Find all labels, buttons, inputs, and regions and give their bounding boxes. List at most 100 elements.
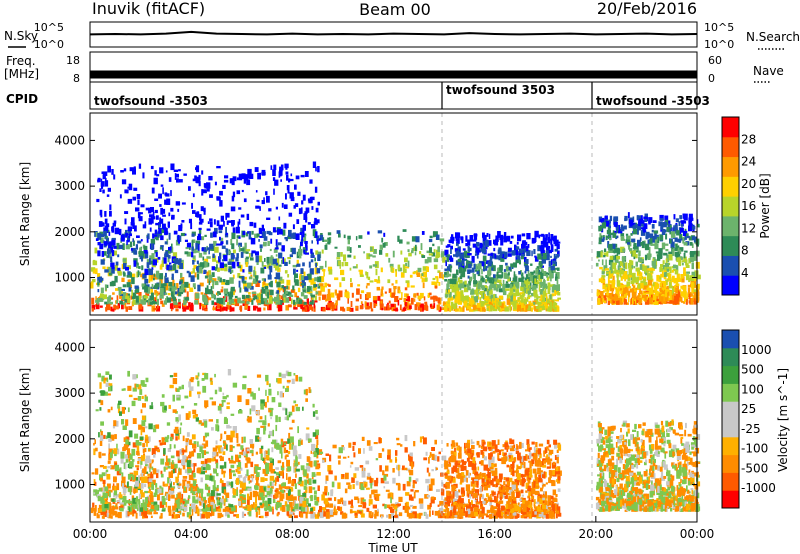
echo-cell (289, 511, 294, 516)
power-colorbar-tick: 28 (741, 132, 756, 146)
echo-cell (135, 207, 140, 212)
echo-cell (480, 243, 485, 250)
echo-cell (191, 233, 195, 237)
echo-cell (524, 308, 528, 312)
echo-cell (211, 279, 215, 283)
echo-cell (219, 236, 221, 241)
echo-cell (539, 264, 543, 268)
echo-cell (636, 276, 639, 281)
echo-cell (269, 248, 272, 252)
echo-cell (373, 300, 377, 304)
echo-cell (258, 387, 260, 391)
echo-cell (265, 191, 268, 196)
echo-cell (163, 448, 166, 455)
echo-cell (113, 304, 116, 311)
echo-cell (190, 377, 195, 380)
echo-cell (231, 195, 235, 202)
echo-cell (376, 279, 381, 284)
echo-cell (643, 230, 647, 233)
echo-cell (91, 508, 94, 511)
echo-cell (242, 477, 246, 484)
echo-cell (181, 384, 184, 390)
echo-cell (663, 290, 666, 296)
echo-cell (683, 252, 686, 259)
echo-cell (216, 243, 221, 246)
echo-cell (604, 215, 608, 220)
echo-cell (135, 244, 138, 250)
echo-cell (177, 259, 182, 265)
echo-cell (197, 284, 201, 292)
echo-cell (276, 513, 279, 517)
echo-cell (412, 511, 417, 515)
echo-cell (168, 254, 171, 259)
echo-cell (136, 295, 139, 303)
echo-cell (460, 290, 464, 297)
echo-cell (659, 266, 662, 273)
echo-cell (126, 240, 128, 245)
echo-cell (658, 248, 663, 255)
echo-cell (506, 235, 511, 242)
echo-cell (265, 389, 267, 396)
echo-cell (494, 281, 497, 285)
echo-cell (433, 264, 438, 270)
echo-cell (306, 306, 310, 312)
echo-cell (164, 292, 168, 295)
echo-cell (292, 496, 297, 501)
echo-cell (506, 298, 511, 305)
echo-cell (179, 281, 182, 285)
echo-cell (325, 502, 330, 508)
echo-cell (186, 242, 191, 248)
echo-cell (538, 260, 543, 265)
echo-cell (639, 272, 643, 277)
echo-cell (202, 189, 207, 194)
echo-cell (347, 290, 349, 298)
echo-cell (95, 296, 97, 301)
echo-cell (359, 270, 363, 275)
echo-cell (133, 250, 137, 255)
echo-cell (289, 254, 293, 258)
echo-cell (448, 273, 452, 277)
echo-cell (423, 437, 427, 445)
echo-cell (274, 296, 278, 303)
echo-cell (109, 297, 114, 300)
echo-cell (495, 235, 499, 242)
echo-cell (440, 307, 445, 310)
echo-cell (278, 228, 283, 235)
echo-cell (261, 200, 265, 205)
echo-cell (232, 227, 236, 233)
echo-cell (257, 307, 262, 312)
echo-cell (182, 465, 186, 470)
echo-cell (197, 236, 202, 241)
echo-cell (392, 477, 396, 484)
echo-cell (658, 279, 662, 283)
echo-cell (154, 198, 159, 201)
echo-cell (527, 295, 532, 298)
echo-cell (287, 257, 292, 260)
echo-cell (455, 281, 458, 287)
echo-cell (198, 228, 202, 235)
echo-cell (227, 514, 230, 518)
echo-cell (665, 272, 670, 277)
echo-cell (111, 226, 115, 233)
echo-cell (168, 281, 173, 287)
echo-cell (250, 238, 256, 245)
echo-cell (221, 483, 226, 490)
echo-cell (336, 230, 341, 234)
echo-cell (665, 279, 668, 286)
echo-cell (604, 248, 607, 252)
echo-cell (670, 241, 675, 249)
echo-cell (391, 307, 395, 312)
power-colorbar-swatch (722, 136, 739, 158)
echo-cell (256, 478, 259, 484)
echo-cell (200, 292, 204, 295)
echo-cell (239, 496, 243, 499)
echo-cell (231, 232, 236, 240)
echo-cell (120, 503, 125, 507)
echo-cell (424, 494, 429, 499)
echo-cell (301, 309, 305, 312)
echo-cell (629, 260, 634, 268)
echo-cell (640, 280, 643, 285)
echo-cell (167, 293, 171, 296)
echo-cell (371, 512, 374, 517)
